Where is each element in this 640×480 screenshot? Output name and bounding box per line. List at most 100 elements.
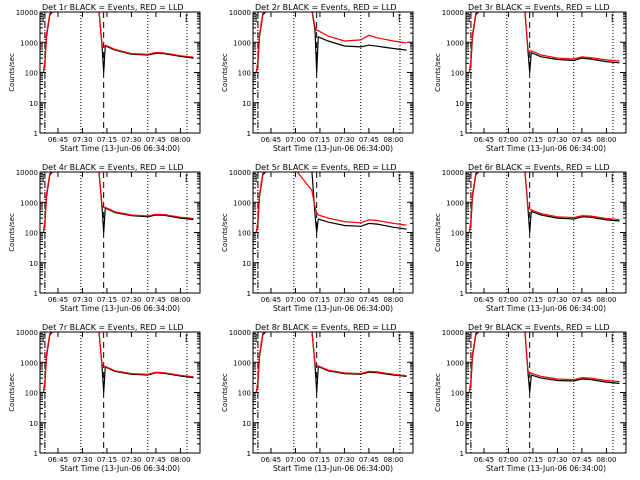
- bracket-annotation: [: [398, 334, 402, 344]
- series-line-events: [468, 12, 620, 73]
- x-axis-label: Start Time (13-Jun-06 06:34:00): [486, 304, 606, 313]
- x-tick-label: 07:30: [72, 296, 92, 304]
- chart-title: Det 7r BLACK = Events, RED = LLD: [42, 323, 184, 332]
- y-axis-label: Counts/sec: [434, 213, 442, 252]
- x-tick-label: 07:30: [334, 456, 354, 464]
- y-tick-label: 10: [29, 260, 38, 268]
- chart-panel-3: Det 3r BLACK = Events, RED = LLD 1 10 100 10…: [434, 3, 627, 153]
- x-tick-label: 07:15: [97, 296, 117, 304]
- bracket-annotation: [: [42, 14, 46, 24]
- x-tick-label: 07:00: [285, 456, 305, 464]
- y-tick-label: 100: [451, 70, 464, 78]
- chart-title: Det 9r BLACK = Events, RED = LLD: [468, 323, 610, 332]
- plot-frame: [39, 331, 201, 454]
- bracket-annotation: [: [255, 14, 259, 24]
- x-tick-label: 06:45: [48, 136, 68, 144]
- x-tick-label: 07:15: [310, 296, 330, 304]
- bracket-annotation: [: [42, 174, 46, 184]
- series-line-lld: [255, 332, 407, 393]
- series-line-lld: [42, 12, 194, 73]
- bracket-annotation: [: [611, 334, 615, 344]
- y-tick-label: 100: [238, 70, 251, 78]
- bracket-annotation: [: [255, 334, 259, 344]
- y-tick-label: 10000: [229, 9, 251, 17]
- y-tick-label: 10: [455, 420, 464, 428]
- y-tick-label: 10: [455, 260, 464, 268]
- x-tick-label: 07:15: [523, 456, 543, 464]
- y-tick-label: 10: [455, 100, 464, 108]
- x-tick-label: 07:30: [547, 136, 567, 144]
- plot-frame: [39, 11, 201, 134]
- x-tick-label: 07:30: [72, 456, 92, 464]
- y-tick-label: 1: [460, 450, 464, 458]
- y-axis-label: Counts/sec: [221, 213, 229, 252]
- bracket-annotation: [: [398, 14, 402, 24]
- x-tick-label: 07:30: [121, 456, 141, 464]
- x-axis-label: Start Time (13-Jun-06 06:34:00): [60, 144, 180, 153]
- y-tick-label: 10: [242, 260, 251, 268]
- x-tick-label: 07:30: [121, 296, 141, 304]
- x-tick-label: 07:30: [334, 296, 354, 304]
- series-line-events: [42, 332, 194, 393]
- y-tick-label: 10000: [229, 169, 251, 177]
- plot-frame: [252, 331, 414, 454]
- x-tick-label: 07:00: [285, 296, 305, 304]
- y-axis-label: Counts/sec: [221, 53, 229, 92]
- y-tick-label: 1000: [233, 359, 251, 367]
- x-tick-label: 06:45: [48, 296, 68, 304]
- series-line-lld: [42, 172, 194, 233]
- x-tick-label: 07:30: [547, 296, 567, 304]
- chart-title: Det 6r BLACK = Events, RED = LLD: [468, 163, 610, 172]
- bracket-annotation: [: [185, 14, 189, 24]
- x-tick-label: 08:00: [170, 456, 190, 464]
- x-tick-label: 06:45: [474, 456, 494, 464]
- x-tick-label: 08:00: [596, 456, 616, 464]
- x-tick-label: 06:45: [261, 296, 281, 304]
- bracket-annotation: [: [611, 14, 615, 24]
- chart-panel-5: Det 5r BLACK = Events, RED = LLD 1 10 100 10…: [221, 163, 414, 313]
- plot-frame: [252, 11, 414, 134]
- bracket-annotation: [: [611, 174, 615, 184]
- x-tick-label: 08:00: [596, 296, 616, 304]
- x-tick-label: 06:45: [48, 456, 68, 464]
- y-axis-label: Counts/sec: [8, 373, 16, 412]
- y-tick-label: 1000: [20, 359, 38, 367]
- x-tick-label: 08:00: [383, 456, 403, 464]
- series-line-lld: [255, 12, 407, 73]
- y-tick-label: 100: [25, 230, 38, 238]
- series-line-events: [255, 172, 407, 233]
- y-tick-label: 1: [34, 450, 38, 458]
- y-tick-label: 100: [451, 390, 464, 398]
- plot-frame: [252, 171, 414, 294]
- y-axis-label: Counts/sec: [434, 373, 442, 412]
- x-tick-label: 07:00: [285, 136, 305, 144]
- y-axis-label: Counts/sec: [8, 53, 16, 92]
- chart-title: Det 5r BLACK = Events, RED = LLD: [255, 163, 397, 172]
- x-tick-label: 07:30: [72, 136, 92, 144]
- y-tick-label: 100: [238, 390, 251, 398]
- series-line-events: [42, 172, 194, 233]
- x-tick-label: 07:15: [310, 136, 330, 144]
- chart-title: Det 3r BLACK = Events, RED = LLD: [468, 3, 610, 12]
- x-tick-label: 08:00: [596, 136, 616, 144]
- series-line-events: [468, 332, 620, 393]
- x-tick-label: 07:15: [97, 456, 117, 464]
- y-tick-label: 1: [247, 290, 251, 298]
- y-tick-label: 10: [242, 420, 251, 428]
- series-line-events: [255, 332, 407, 393]
- x-tick-label: 07:45: [359, 296, 379, 304]
- x-axis-label: Start Time (13-Jun-06 06:34:00): [273, 464, 393, 473]
- x-axis-label: Start Time (13-Jun-06 06:34:00): [273, 144, 393, 153]
- plot-frame: [465, 171, 627, 294]
- x-tick-label: 07:45: [572, 136, 592, 144]
- bracket-annotation: [: [398, 174, 402, 184]
- bracket-annotation: [: [468, 174, 472, 184]
- plot-frame: [465, 11, 627, 134]
- series-line-lld: [468, 172, 620, 233]
- y-tick-label: 1000: [446, 199, 464, 207]
- series-line-lld: [468, 12, 620, 73]
- x-tick-label: 07:30: [547, 456, 567, 464]
- series-line-events: [42, 12, 194, 73]
- bracket-annotation: [: [468, 334, 472, 344]
